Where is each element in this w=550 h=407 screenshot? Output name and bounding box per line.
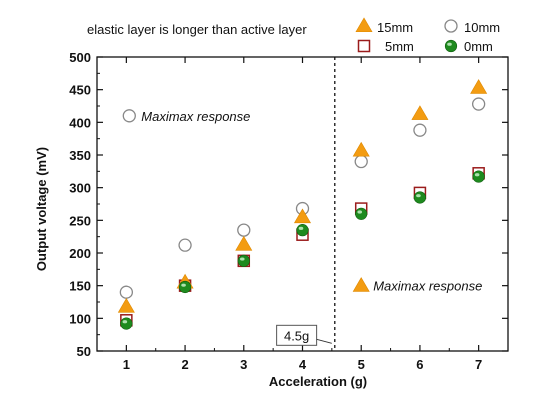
legend-label-10mm: 10mm bbox=[464, 20, 500, 35]
point-0mm-highlight bbox=[239, 257, 245, 261]
point-15mm bbox=[293, 208, 312, 224]
y-tick-label: 150 bbox=[69, 279, 91, 294]
y-axis-title: Output voltage (mV) bbox=[34, 147, 49, 271]
y-tick-label: 450 bbox=[69, 83, 91, 98]
y-tick-label: 400 bbox=[69, 115, 91, 130]
point-0mm-body bbox=[413, 191, 427, 204]
point-0mm-body bbox=[237, 254, 250, 267]
point-0mm-highlight bbox=[357, 210, 363, 214]
legend-marker-5mm bbox=[357, 39, 371, 53]
point-0mm-highlight bbox=[298, 226, 304, 230]
y-tick-label: 300 bbox=[69, 181, 91, 196]
point-0mm bbox=[413, 191, 427, 204]
point-10mm bbox=[178, 238, 192, 252]
y-tick-label: 100 bbox=[69, 311, 91, 326]
threshold-label-box bbox=[276, 324, 318, 346]
point-10mm bbox=[119, 285, 134, 299]
legend: elastic layer is longer than active laye… bbox=[87, 17, 500, 54]
point-0mm-body bbox=[120, 317, 133, 330]
point-0mm bbox=[472, 170, 485, 183]
legend-marker-0mm-highlight bbox=[447, 42, 452, 46]
x-tick-label: 2 bbox=[181, 357, 188, 372]
annotation-marker-triangle bbox=[352, 277, 370, 292]
point-10mm bbox=[471, 97, 486, 111]
y-tick-label: 500 bbox=[69, 50, 91, 65]
point-0mm-highlight bbox=[181, 283, 186, 287]
x-tick-label: 5 bbox=[358, 357, 365, 372]
annotation-marker-circle bbox=[122, 109, 136, 123]
y-tick-label: 250 bbox=[69, 213, 91, 228]
point-15mm bbox=[117, 297, 135, 313]
point-0mm bbox=[120, 317, 133, 330]
legend-title: elastic layer is longer than active laye… bbox=[87, 22, 307, 37]
point-0mm-body bbox=[355, 207, 368, 220]
y-tick-label: 50 bbox=[77, 344, 91, 359]
y-tick-label: 350 bbox=[69, 148, 91, 163]
point-15mm bbox=[470, 79, 488, 94]
point-0mm-body bbox=[472, 170, 485, 183]
y-tick-label: 200 bbox=[69, 246, 91, 261]
point-10mm bbox=[413, 123, 427, 137]
x-tick-label: 4 bbox=[299, 357, 307, 372]
annotations: 4.5g Maximax response Maximax response bbox=[122, 57, 482, 351]
legend-marker-10mm bbox=[444, 19, 458, 33]
annotation-maximax-1: Maximax response bbox=[141, 109, 250, 124]
point-0mm-body bbox=[178, 280, 192, 294]
legend-label-15mm: 15mm bbox=[377, 20, 413, 35]
threshold-label: 4.5g bbox=[284, 328, 309, 343]
x-tick-label: 3 bbox=[240, 357, 247, 372]
x-axis-title: Acceleration (g) bbox=[269, 374, 367, 389]
legend-marker-0mm-body bbox=[444, 39, 458, 53]
legend-label-5mm: 5mm bbox=[385, 39, 414, 54]
axis-ticks: 1 2 3 4 5 6 7 50 100 150 200 250 300 350 400 450 500 bbox=[69, 50, 508, 372]
point-10mm bbox=[237, 223, 251, 237]
x-tick-label: 6 bbox=[416, 357, 423, 372]
x-tick-label: 7 bbox=[475, 357, 482, 372]
point-0mm bbox=[178, 280, 192, 294]
point-15mm bbox=[352, 141, 370, 157]
point-10mm bbox=[354, 154, 368, 169]
legend-marker-0mm bbox=[444, 39, 458, 53]
legend-label-0mm: 0mm bbox=[464, 39, 493, 54]
annotation-maximax-2: Maximax response bbox=[373, 279, 482, 294]
point-0mm bbox=[237, 254, 250, 267]
point-0mm-highlight bbox=[122, 320, 128, 324]
point-0mm bbox=[296, 224, 309, 237]
point-0mm-highlight bbox=[416, 194, 421, 198]
point-0mm-highlight bbox=[474, 173, 480, 177]
legend-marker-15mm bbox=[355, 17, 373, 33]
data-points bbox=[117, 79, 488, 330]
point-15mm bbox=[235, 235, 253, 251]
point-0mm-body bbox=[296, 224, 309, 237]
threshold-pointer bbox=[316, 338, 332, 344]
point-0mm bbox=[355, 207, 368, 220]
point-15mm bbox=[411, 105, 429, 120]
x-tick-label: 1 bbox=[123, 357, 130, 372]
